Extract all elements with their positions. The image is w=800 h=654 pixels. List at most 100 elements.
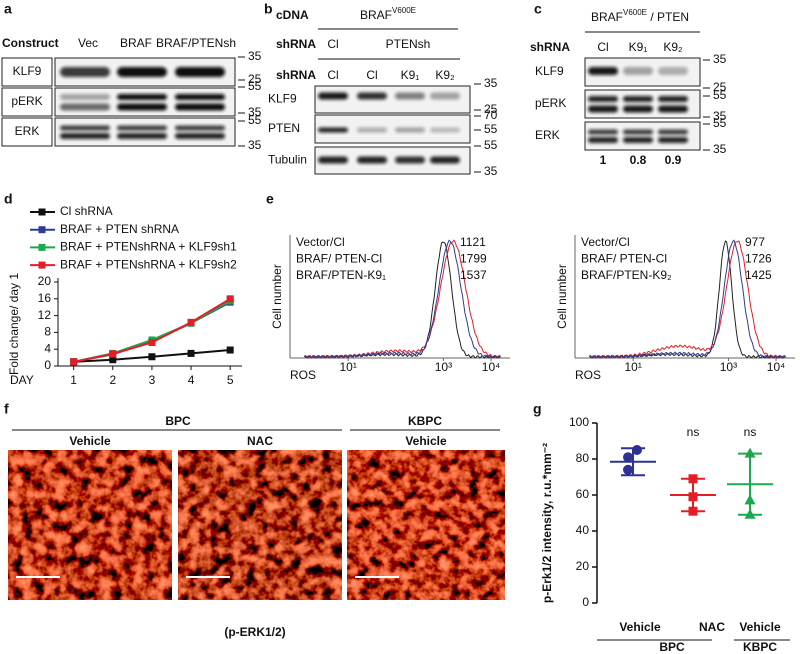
row-label: Tubulin xyxy=(268,153,307,167)
x-tick-label: 10³ xyxy=(435,360,452,374)
cdna-label: cDNA xyxy=(276,8,309,22)
category-label: Vehicle xyxy=(619,620,661,634)
blot-band xyxy=(588,105,618,113)
data-point xyxy=(109,350,117,358)
blot-band xyxy=(60,94,110,100)
legend-marker xyxy=(38,261,46,269)
x-tick-label: 10¹ xyxy=(340,360,357,374)
group-label: KBPC xyxy=(408,414,442,428)
blot-band xyxy=(658,129,688,135)
lane-label: Cl xyxy=(327,68,338,82)
category-label: Vehicle xyxy=(739,620,781,634)
cdna-construct: BRAFV600E xyxy=(360,6,416,22)
lane-label: K9₁ xyxy=(629,40,648,54)
shrna-label: shRNA xyxy=(276,68,316,82)
blot-band xyxy=(175,103,225,111)
group-label: BPC xyxy=(659,640,685,654)
blot xyxy=(54,87,236,117)
legend-value: 1121 xyxy=(460,235,486,249)
marker-label: 35 xyxy=(248,49,262,63)
data-point xyxy=(109,356,117,364)
group-label: KBPC xyxy=(743,640,777,654)
panel-letter: c xyxy=(534,1,542,17)
y-tick-label: 8 xyxy=(44,325,51,339)
blot-band xyxy=(658,137,688,143)
legend-marker xyxy=(38,208,46,216)
legend-label: Cl shRNA xyxy=(60,204,113,218)
blot-band xyxy=(623,105,653,113)
blot-band xyxy=(357,92,387,100)
panel-header: BRAFV600E / PTEN xyxy=(591,8,689,24)
marker-label: 55 xyxy=(713,88,727,102)
group-label: Cl xyxy=(327,37,338,51)
group-label: BPC xyxy=(165,414,191,428)
blot-band xyxy=(623,137,653,143)
blot-band xyxy=(117,133,167,139)
blot-band xyxy=(357,127,387,133)
data-point xyxy=(623,452,633,463)
blot xyxy=(54,117,236,147)
marker-label: 55 xyxy=(248,79,262,93)
blot-band xyxy=(623,96,653,102)
blot-band xyxy=(588,129,618,135)
histogram-curve xyxy=(303,239,501,359)
y-axis-label: Cell number xyxy=(555,264,569,329)
blot-band xyxy=(117,103,167,111)
text-superscript: V600E xyxy=(623,8,647,17)
histogram-curve xyxy=(589,240,786,359)
blot-band xyxy=(117,67,167,77)
y-tick-label: 16 xyxy=(38,291,52,305)
blot-band xyxy=(175,125,225,131)
legend-label: BRAF + PTENshRNA + KLF9sh2 xyxy=(60,257,237,271)
row-label: KLF9 xyxy=(268,92,297,106)
x-axis-label: ROS xyxy=(575,368,601,382)
data-point xyxy=(70,358,78,366)
lane-label: BRAF/PTENsh xyxy=(156,36,236,50)
blot-band xyxy=(588,96,618,102)
marker-label: 35 xyxy=(713,109,727,123)
x-tick-label: 4 xyxy=(188,373,195,387)
blot-band xyxy=(175,133,225,139)
marker-label: 35 xyxy=(248,138,262,152)
row-label: ERK xyxy=(15,124,40,138)
x-tick-label: 10⁴ xyxy=(767,360,786,374)
blot-band xyxy=(117,125,167,131)
blot-band xyxy=(318,92,348,100)
blot-band xyxy=(658,105,688,113)
x-tick-label: 3 xyxy=(149,373,156,387)
blot-band xyxy=(175,94,225,100)
blot-band xyxy=(357,156,387,164)
y-tick-label: 40 xyxy=(576,523,590,537)
lane-label: Cl xyxy=(597,40,608,54)
marker-label: 25 xyxy=(713,80,727,94)
histogram-curve xyxy=(588,239,786,359)
text-superscript: V600E xyxy=(392,6,416,15)
text-base: BRAF xyxy=(360,8,392,22)
lane-label: Vec xyxy=(78,36,98,50)
blot-band xyxy=(175,67,225,77)
legend-value: 1425 xyxy=(745,268,772,282)
legend-marker xyxy=(38,226,46,234)
y-tick-label: 12 xyxy=(38,308,52,322)
y-tick-label: 4 xyxy=(44,341,51,355)
data-point xyxy=(226,346,234,354)
blot-band xyxy=(318,127,348,133)
blot-band xyxy=(430,92,460,100)
marker-label: 55 xyxy=(484,122,498,136)
x-tick-label: 10⁴ xyxy=(482,360,501,374)
panel-letter: g xyxy=(533,401,542,417)
blot-band xyxy=(658,67,688,75)
marker-label: 35 xyxy=(484,76,498,90)
legend-label: Vector/Cl xyxy=(581,235,630,249)
shrna-label: shRNA xyxy=(530,40,570,54)
y-axis-label: p-Erk1/2 intensity, r.u.*mm⁻² xyxy=(540,443,554,603)
y-tick-label: 100 xyxy=(569,415,589,429)
quantification: 0.9 xyxy=(665,153,682,167)
x-axis-label: ROS xyxy=(290,368,316,382)
legend-label: BRAF/PTEN-K9₂ xyxy=(581,268,672,282)
marker-label: 55 xyxy=(484,138,498,152)
lane-label: K9₁ xyxy=(401,68,420,82)
row-label: KLF9 xyxy=(13,64,42,78)
blot-band xyxy=(117,94,167,100)
marker-label: 55 xyxy=(248,113,262,127)
